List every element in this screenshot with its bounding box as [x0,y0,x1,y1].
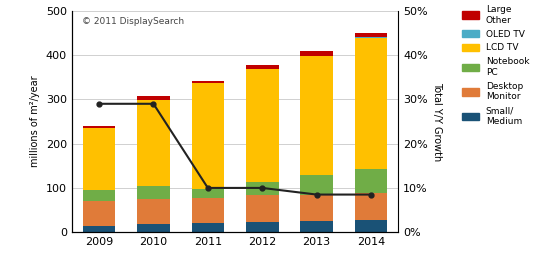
Bar [191,223,224,232]
Bar [246,65,279,69]
Bar [137,198,170,224]
Bar [354,193,387,220]
Legend: Large
Other, OLED TV, LCD TV, Notebook
PC, Desktop
Monitor, Small/
Medium: Large Other, OLED TV, LCD TV, Notebook P… [461,4,530,126]
Text: © 2011 DisplaySearch: © 2011 DisplaySearch [82,18,184,26]
Bar [137,224,170,232]
Bar [83,128,116,190]
Bar [300,56,333,175]
Bar [300,195,333,221]
Bar [191,81,224,83]
Y-axis label: Total Y/Y Growth: Total Y/Y Growth [432,82,442,161]
Bar [246,195,279,222]
Bar [83,190,116,201]
Bar [354,220,387,232]
Bar [83,225,116,232]
Bar [246,69,279,182]
Bar [246,182,279,195]
Bar [137,96,170,100]
Bar [137,186,170,198]
Bar [354,33,387,37]
Bar [246,222,279,232]
Bar [354,38,387,169]
Bar [354,169,387,193]
Bar [83,126,116,128]
Bar [300,51,333,56]
Bar [191,83,224,189]
Bar [83,201,116,225]
Bar [137,100,170,186]
Bar [191,198,224,223]
Bar [191,189,224,198]
Bar [354,37,387,38]
Bar [300,175,333,195]
Bar [300,221,333,232]
Y-axis label: millions of m²/year: millions of m²/year [30,76,40,167]
